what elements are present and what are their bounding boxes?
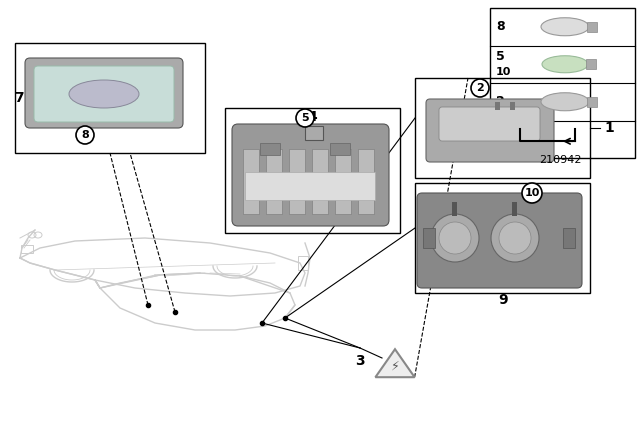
- Circle shape: [471, 79, 489, 97]
- Bar: [15, 43, 205, 153]
- Bar: [289, 149, 305, 214]
- Bar: [415, 183, 590, 293]
- Bar: [358, 149, 374, 214]
- Circle shape: [431, 214, 479, 262]
- Bar: [490, 8, 635, 158]
- Text: 10: 10: [496, 67, 511, 77]
- Bar: [423, 228, 435, 248]
- Ellipse shape: [541, 18, 589, 36]
- Bar: [586, 59, 596, 69]
- Bar: [298, 256, 308, 270]
- FancyBboxPatch shape: [232, 124, 389, 226]
- Polygon shape: [376, 349, 415, 377]
- FancyBboxPatch shape: [426, 99, 554, 162]
- Bar: [330, 143, 350, 155]
- Bar: [225, 108, 400, 233]
- Text: ⚡: ⚡: [390, 359, 399, 372]
- Circle shape: [439, 222, 471, 254]
- Bar: [495, 102, 500, 110]
- FancyBboxPatch shape: [25, 58, 183, 128]
- Bar: [260, 143, 280, 155]
- Text: 6: 6: [292, 125, 300, 135]
- Text: 5: 5: [301, 113, 309, 123]
- Circle shape: [296, 109, 314, 127]
- Bar: [510, 102, 515, 110]
- Bar: [243, 149, 259, 214]
- Text: 7: 7: [14, 91, 24, 105]
- Text: 3: 3: [355, 354, 365, 368]
- Bar: [245, 172, 375, 200]
- Bar: [512, 202, 517, 216]
- Bar: [266, 149, 282, 214]
- Circle shape: [499, 222, 531, 254]
- Ellipse shape: [542, 56, 588, 73]
- Text: 2: 2: [496, 95, 505, 108]
- Circle shape: [522, 183, 542, 203]
- FancyBboxPatch shape: [417, 193, 582, 288]
- Text: 8: 8: [496, 20, 504, 33]
- Text: 1: 1: [604, 121, 614, 135]
- Bar: [305, 126, 323, 140]
- Bar: [452, 202, 457, 216]
- FancyBboxPatch shape: [34, 66, 174, 122]
- Text: 9: 9: [498, 293, 508, 307]
- Circle shape: [491, 214, 539, 262]
- Text: 4: 4: [307, 110, 317, 124]
- Bar: [415, 78, 590, 178]
- Ellipse shape: [541, 93, 589, 111]
- Text: 10: 10: [524, 188, 540, 198]
- Text: 5: 5: [496, 50, 505, 63]
- Bar: [587, 97, 597, 107]
- Ellipse shape: [69, 80, 139, 108]
- Bar: [335, 149, 351, 214]
- Text: 2: 2: [476, 83, 484, 93]
- Bar: [21, 245, 33, 253]
- Circle shape: [76, 126, 94, 144]
- FancyBboxPatch shape: [439, 107, 540, 141]
- Bar: [563, 228, 575, 248]
- Text: 210942: 210942: [539, 155, 581, 165]
- Bar: [587, 22, 597, 32]
- Bar: [312, 149, 328, 214]
- Text: 8: 8: [81, 130, 89, 140]
